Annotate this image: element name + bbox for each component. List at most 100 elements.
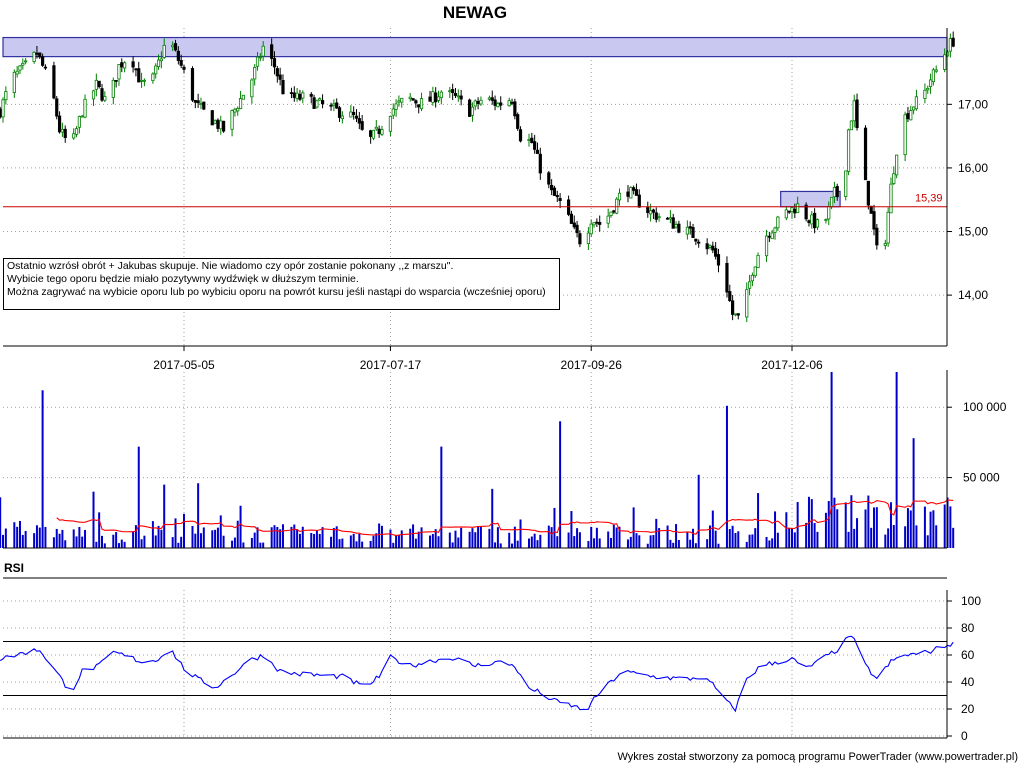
volume-bar — [61, 529, 64, 548]
volume-bar — [499, 543, 502, 548]
candle-body — [100, 88, 104, 101]
annotation-line-1: Ostatnio wzrósł obrót + Jakubas skupuje.… — [7, 260, 454, 272]
candle-body — [490, 97, 494, 101]
volume-bar — [250, 537, 253, 548]
volume-bar — [197, 483, 200, 548]
volume-panel: 100 000 50 000 — [0, 370, 1007, 549]
candle-body — [855, 99, 859, 129]
volume-bar — [884, 534, 887, 548]
candle-body — [202, 101, 206, 110]
volume-bar — [216, 527, 219, 548]
volume-bar — [177, 542, 180, 548]
candle-body — [63, 128, 67, 138]
candle-body — [906, 113, 910, 120]
candle-body — [793, 208, 797, 214]
volume-bar — [567, 532, 570, 548]
candle-body — [196, 100, 200, 104]
volume-bar — [273, 525, 276, 548]
candle-body — [377, 128, 381, 134]
candle-body — [295, 92, 299, 99]
candle-body — [912, 106, 916, 111]
volume-bar — [844, 502, 847, 548]
candle-body — [352, 111, 356, 116]
candle-body — [238, 98, 243, 109]
volume-bar — [816, 531, 819, 548]
volume-bar — [332, 528, 335, 548]
candle-body — [35, 52, 39, 55]
volume-bar — [417, 531, 420, 548]
candle-body — [572, 222, 576, 228]
candle-body — [787, 210, 791, 213]
candle-body — [57, 115, 62, 133]
rsi-line — [0, 635, 954, 713]
date-tick-label: 2017-07-17 — [360, 358, 422, 372]
volume-bar — [199, 533, 202, 548]
candle-body — [499, 102, 503, 106]
volume-bar — [539, 534, 542, 548]
volume-bar — [369, 540, 372, 548]
candle-body — [253, 67, 257, 80]
rsi-grid — [3, 590, 947, 737]
volume-bar — [904, 526, 907, 548]
volume-bar — [143, 535, 146, 548]
volume-bar — [233, 537, 236, 548]
candle-body — [646, 207, 650, 213]
candle-body — [32, 51, 36, 62]
volume-bar — [279, 529, 282, 548]
resistance-zone — [2, 36, 948, 58]
volume-bar — [437, 536, 440, 548]
volume-bar — [666, 525, 669, 548]
volume-bar — [276, 526, 279, 548]
candle-body — [872, 211, 876, 230]
candle-body — [705, 243, 709, 250]
volume-bar — [358, 533, 361, 548]
volume-bar — [618, 526, 621, 548]
volume-bar — [349, 535, 352, 548]
volume-bar — [429, 535, 432, 548]
volume-bar — [943, 504, 946, 548]
candle-body — [453, 93, 458, 96]
volume-bar — [830, 372, 833, 548]
volume-bar — [115, 532, 118, 548]
volume-bar — [952, 527, 955, 548]
volume-bar — [35, 525, 38, 548]
candle-body — [914, 96, 919, 110]
candle-body — [24, 60, 28, 63]
volume-bar — [13, 522, 16, 548]
candle-body — [555, 195, 559, 198]
rsi-title: RSI — [4, 561, 24, 575]
volume-bar — [335, 526, 338, 548]
volume-bar — [692, 528, 695, 548]
price-tick-label: 16,00 — [958, 161, 988, 175]
volume-bar — [103, 543, 106, 548]
candle-body — [496, 103, 500, 108]
candle-body — [60, 128, 65, 133]
volume-bar — [191, 525, 194, 548]
candle-body — [221, 120, 226, 132]
volume-tick-label: 50 000 — [963, 471, 1000, 485]
volume-bar — [745, 541, 748, 548]
volume-bar — [516, 540, 519, 548]
volume-bar — [262, 542, 265, 548]
candle-body — [388, 115, 393, 132]
volume-bar — [236, 520, 239, 548]
support-line-label: 15,39 — [915, 193, 943, 205]
volume-bar — [771, 538, 774, 548]
candle-body — [176, 50, 180, 61]
volume-bar — [330, 536, 333, 548]
volume-bar — [313, 533, 316, 548]
candle-body — [835, 186, 839, 198]
volume-bar — [626, 539, 629, 548]
candle-body — [272, 58, 277, 68]
volume-bar — [414, 538, 417, 548]
volume-bar — [301, 526, 304, 548]
volume-bar — [460, 527, 463, 548]
volume-bar — [593, 538, 596, 548]
candle-body — [668, 217, 673, 220]
volume-bar — [81, 536, 84, 548]
candle-body — [945, 51, 950, 57]
resistance-zones — [2, 36, 948, 208]
volume-bar — [120, 539, 123, 548]
volume-bar — [434, 529, 437, 548]
volume-bar — [134, 525, 137, 548]
